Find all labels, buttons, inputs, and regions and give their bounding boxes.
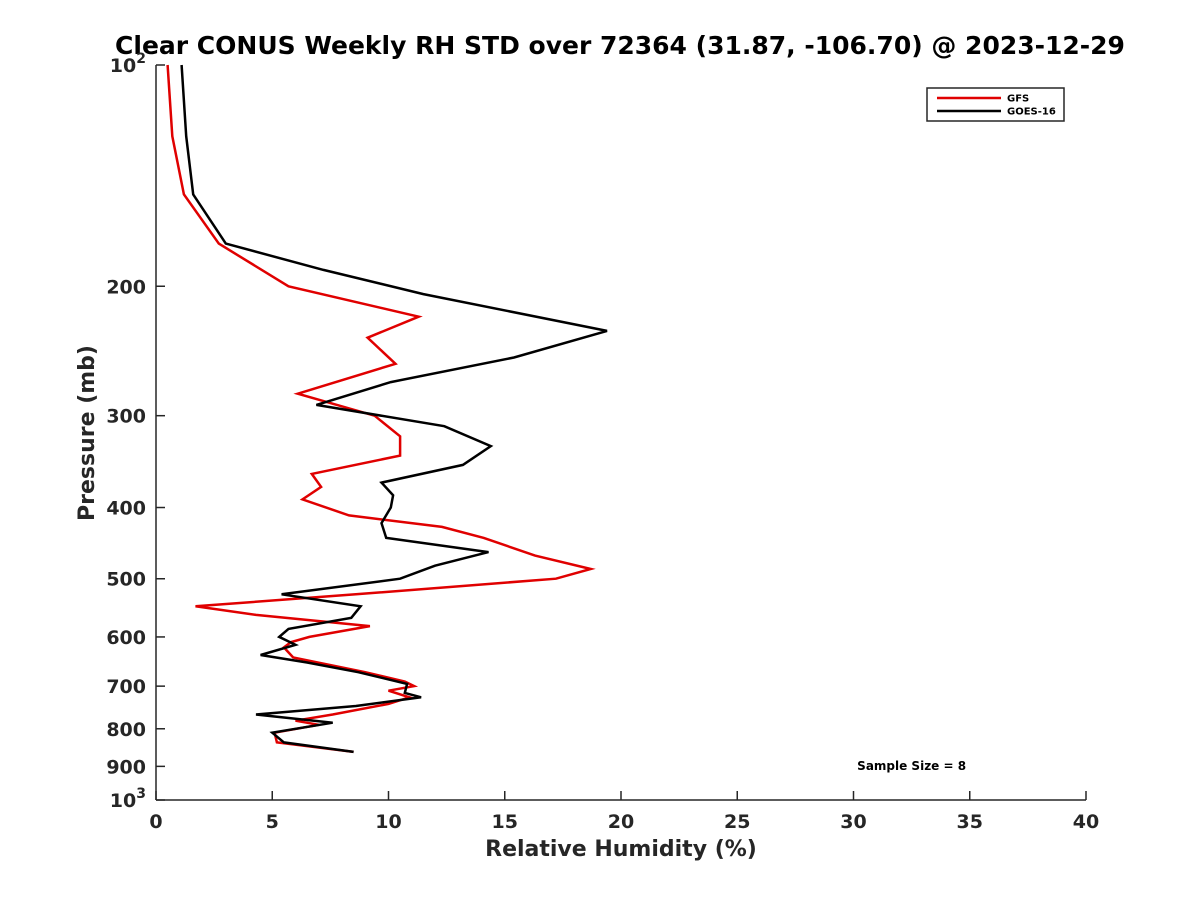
y-tick-label: 600 — [106, 627, 146, 649]
x-tick-label: 30 — [840, 811, 866, 833]
x-ticks: 0 5 10 15 20 25 30 35 40 — [149, 791, 1099, 833]
y-tick-label: 900 — [106, 756, 146, 778]
x-tick-label: 20 — [608, 811, 634, 833]
y-tick-label-base: 600 — [106, 627, 146, 649]
y-tick-label-base: 300 — [106, 406, 146, 428]
legend: GFS GOES-16 — [926, 87, 1065, 122]
y-tick-label-base: 800 — [106, 719, 146, 741]
y-tick-label: 700 — [106, 676, 146, 698]
y-tick-label-base: 500 — [106, 569, 146, 591]
y-tick-label-exponent: 2 — [136, 51, 146, 67]
series-layer — [166, 64, 608, 754]
x-tick-label: 5 — [266, 811, 279, 833]
y-tick-label-base: 10 — [110, 790, 136, 812]
x-tick-label: 10 — [375, 811, 401, 833]
y-tick-label: 800 — [106, 719, 146, 741]
legend-label-goes16: GOES-16 — [1007, 107, 1056, 118]
y-tick-label: 102 — [110, 51, 146, 77]
legend-box — [926, 87, 1065, 122]
y-tick-label-base: 900 — [106, 756, 146, 778]
y-tick-label-base: 10 — [110, 55, 136, 77]
y-tick-label-exponent: 3 — [136, 786, 146, 802]
x-tick-label: 35 — [957, 811, 983, 833]
y-axis-label: Pressure (mb) — [75, 345, 100, 521]
y-tick-label: 200 — [106, 276, 146, 298]
sample-size-annotation: Sample Size = 8 — [857, 759, 966, 773]
x-tick-label: 15 — [492, 811, 518, 833]
x-tick-label: 25 — [724, 811, 750, 833]
y-tick-label-base: 400 — [106, 498, 146, 520]
y-tick-label: 500 — [106, 569, 146, 591]
y-tick-label: 103 — [110, 786, 146, 812]
y-tick-label: 400 — [106, 498, 146, 520]
x-tick-label: 0 — [149, 811, 162, 833]
y-tick-label: 300 — [106, 406, 146, 428]
x-tick-label: 40 — [1073, 811, 1099, 833]
x-axis-label: Relative Humidity (%) — [485, 837, 757, 862]
y-tick-label-base: 700 — [106, 676, 146, 698]
chart-title: Clear CONUS Weekly RH STD over 72364 (31… — [115, 31, 1125, 60]
legend-label-gfs: GFS — [1007, 94, 1029, 105]
series-line-goes16 — [180, 64, 608, 754]
y-tick-label-base: 200 — [106, 276, 146, 298]
